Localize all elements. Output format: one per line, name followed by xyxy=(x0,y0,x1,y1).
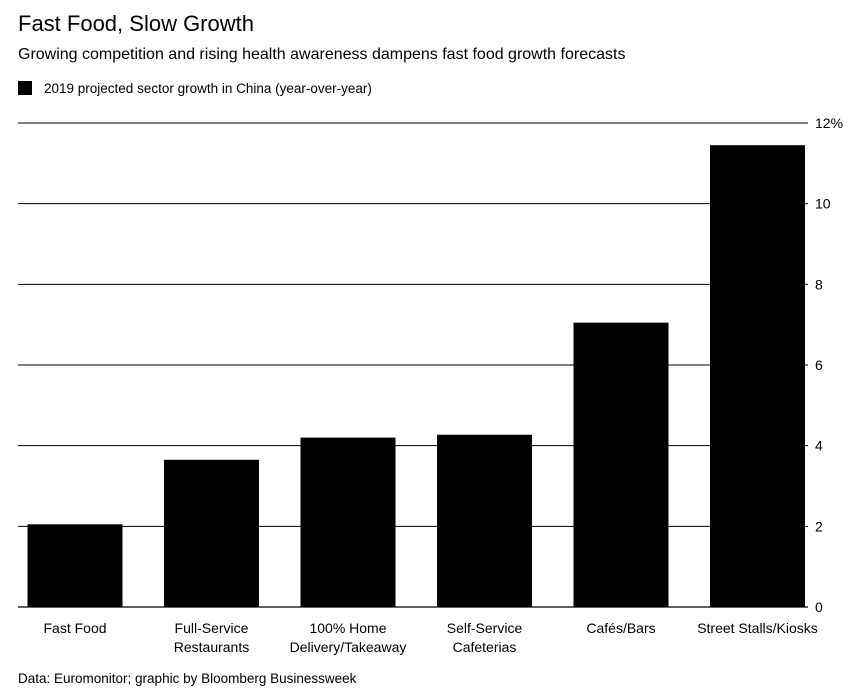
bar xyxy=(27,524,123,607)
x-tick-label: Self-Service Cafeterias xyxy=(447,620,523,655)
bar xyxy=(573,322,669,607)
y-tick-label: 8 xyxy=(815,276,823,292)
y-tick-label: 10 xyxy=(815,196,831,212)
x-tick-label: Cafés/Bars xyxy=(586,620,655,636)
y-tick-label: 4 xyxy=(815,438,823,454)
x-tick-label: 100% Home Delivery/Takeaway xyxy=(290,620,407,655)
x-tick-label-line: Full-Service xyxy=(175,620,249,636)
y-tick-label: 0 xyxy=(815,599,823,615)
x-tick-label-line: Restaurants xyxy=(174,639,249,655)
y-tick-label: 12% xyxy=(815,115,843,131)
legend-label: 2019 projected sector growth in China (y… xyxy=(44,80,372,96)
y-tick-label: 6 xyxy=(815,357,823,373)
y-tick-label: 2 xyxy=(815,518,823,534)
x-tick-label-line: 100% Home xyxy=(309,620,386,636)
x-tick-label: Fast Food xyxy=(43,620,106,636)
x-tick-label-line: Cafeterias xyxy=(453,639,517,655)
legend-swatch xyxy=(18,81,32,95)
source-note: Data: Euromonitor; graphic by Bloomberg … xyxy=(18,671,357,686)
bar xyxy=(437,434,532,607)
chart-title: Fast Food, Slow Growth xyxy=(18,11,254,36)
x-tick-label-line: Cafés/Bars xyxy=(586,620,655,636)
x-tick-label: Full-Service Restaurants xyxy=(174,620,249,655)
x-tick-label-line: Self-Service xyxy=(447,620,523,636)
x-tick-label-line: Delivery/Takeaway xyxy=(290,639,407,655)
legend: 2019 projected sector growth in China (y… xyxy=(18,78,372,98)
x-tick-label-line: Street Stalls/Kiosks xyxy=(697,620,818,636)
bar xyxy=(300,437,396,607)
chart-subtitle: Growing competition and rising health aw… xyxy=(18,46,626,63)
x-tick-label-line: Fast Food xyxy=(43,620,106,636)
bar xyxy=(164,459,259,607)
x-tick-label: Street Stalls/Kiosks xyxy=(697,620,818,636)
bar xyxy=(710,145,805,607)
